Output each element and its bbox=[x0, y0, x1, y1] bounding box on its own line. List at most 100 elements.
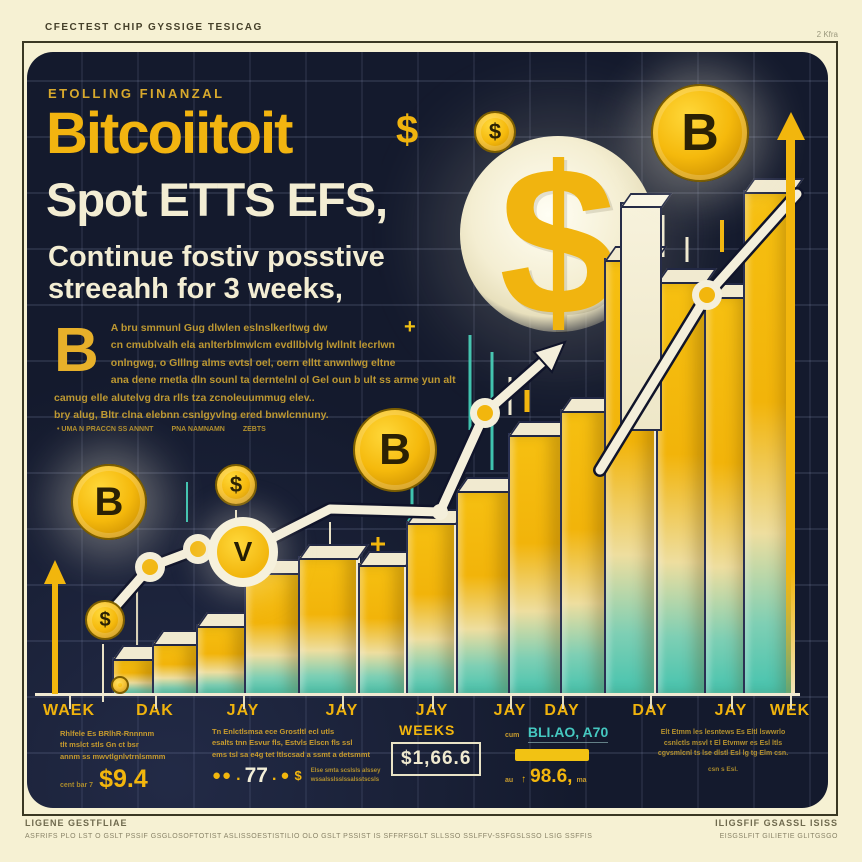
up-arrow-glyph: ↑ bbox=[521, 774, 527, 785]
side-note-line: Else smta scslsls alssey bbox=[310, 768, 381, 775]
eyebrow-label: ETOLLING FINANZAL bbox=[48, 86, 225, 101]
footer-left: LIGENE GESTFLIAE ASFRIFS PLO LST O GSLT … bbox=[25, 818, 592, 840]
dot-sep: . bbox=[271, 766, 277, 784]
dollar-glyph: $ bbox=[488, 119, 502, 144]
page-subtitle: Spot ETTS EFS, bbox=[46, 173, 388, 226]
bitcoin-glyph: B bbox=[681, 104, 719, 162]
axis-tick bbox=[731, 696, 733, 709]
bitcoin-glyph: B bbox=[94, 479, 124, 524]
bitcoin-coin-icon: B bbox=[353, 408, 437, 492]
price-box: $1,66.6 bbox=[391, 742, 482, 776]
stat-text-line: ems tsl sa e4g tet ltlscsad a ssmt a det… bbox=[212, 749, 370, 759]
x-axis-labels: WAEK DAK JAY JAY JAY JAY DAY DAY JAY WEK bbox=[27, 52, 828, 808]
stat-block-3: WEEKS $1,66.6 bbox=[391, 722, 482, 776]
dot-icon: ● bbox=[280, 767, 291, 785]
x-axis-tick-label: DAK bbox=[136, 702, 174, 719]
check-glyph: V bbox=[233, 536, 253, 567]
x-axis-tick-label: DAY bbox=[632, 702, 668, 719]
paragraph-lines: A bru smmunl Gug dlwlen eslnslkerltwg dw… bbox=[54, 320, 456, 425]
stat-text-line: cgvsmlcnl ts lse dlstl Esl lg tg Elm csn… bbox=[657, 750, 789, 757]
check-coin-icon: V bbox=[208, 517, 278, 587]
top-right-caption: 2 Kfra bbox=[816, 30, 838, 39]
paragraph-line: A bru smmunl Gug dlwlen eslnslkerltwg dw bbox=[110, 322, 328, 334]
tagline-line2: streeahh for 3 weeks, bbox=[48, 272, 343, 305]
tagline: Continue fostiv posstive streeahh for 3 … bbox=[48, 241, 385, 306]
x-axis-tick-label: JAY bbox=[493, 702, 527, 719]
dropcap-b: B bbox=[54, 316, 99, 385]
page-title: Bitcoiitoit bbox=[46, 101, 293, 166]
footnote-right: ZEBTS bbox=[242, 426, 266, 433]
stat2-number: 77 bbox=[244, 763, 268, 787]
axis-tick bbox=[432, 696, 434, 709]
x-axis-line bbox=[35, 693, 800, 696]
dollar-glyph: $ bbox=[229, 472, 243, 497]
stat1-value: $9.4 bbox=[99, 764, 148, 793]
progress-bar bbox=[515, 749, 589, 761]
axis-tick bbox=[790, 696, 792, 709]
paragraph-line: camug elle alutelvg dra rlls tza zcnoleu… bbox=[54, 391, 315, 404]
stat1-label: cent bar 7 bbox=[60, 781, 94, 789]
trend-node-center bbox=[190, 541, 206, 557]
top-left-caption: CFECTEST CHIP GYSSIGE TESICAG bbox=[45, 22, 263, 33]
stat-text-line: tlt mslct stls Gn ct bsr bbox=[60, 740, 139, 750]
stat-text-line: Tn Enlctlsmsa ece Grostltl ecl utls bbox=[212, 727, 335, 736]
footnote-left: • UMA N PRACCN SS ANNNT bbox=[57, 426, 154, 433]
dollar-glyph: $ bbox=[99, 608, 111, 631]
x-axis-tick-label: JAY bbox=[325, 702, 359, 719]
x-axis-tick-label: JAY bbox=[226, 702, 260, 719]
paragraph-line: cn cmublvalh ela anlterblmwlcm evdllblvl… bbox=[110, 339, 395, 352]
axis-tick bbox=[510, 696, 512, 709]
stat-text-line: annm ss mwvtlgnlvtrnlsmmm bbox=[60, 751, 166, 761]
paragraph-line: onlngwg, o Glllng alms evtsl oel, oern e… bbox=[110, 356, 396, 369]
trend-node-center bbox=[699, 287, 715, 303]
side-note-line: wssalsslsslssalsstscsls bbox=[310, 776, 380, 783]
bitcoin-coin-icon: B bbox=[71, 464, 147, 540]
up-arrow-shaft bbox=[52, 582, 58, 694]
x-axis-tick-label: JAY bbox=[415, 702, 449, 719]
chart-bar bbox=[406, 521, 458, 695]
dollar-coin-icon: $ bbox=[474, 111, 516, 153]
trend-arrowhead-icon bbox=[532, 340, 567, 374]
x-axis-tick-label: JAY bbox=[714, 702, 748, 719]
x-axis-tick-label: DAY bbox=[544, 702, 580, 719]
stat-block-5: Elt Etmm les lesntews Es Eltl lswwrlo csn… bbox=[637, 728, 809, 773]
trend-line-layer bbox=[108, 187, 804, 614]
chart-panel: $ B B B $ $ $ V ETOLLING FINANZAL Bitcoi… bbox=[27, 52, 828, 808]
price-value: $1,66.6 bbox=[401, 748, 472, 769]
sparkle-icon: + bbox=[404, 316, 416, 338]
bitcoin-coin-icon: B bbox=[651, 84, 749, 182]
footnote-mid: PNA NAMNAMN bbox=[171, 426, 225, 433]
trend-node-center bbox=[142, 559, 158, 575]
axis-tick bbox=[155, 696, 157, 709]
stat-text-line: Elt Etmm les lesntews Es Eltl lswwrlo bbox=[660, 729, 786, 736]
stat2-value-row: ●● . 77 . ● $ Else smta scslsls alssey w… bbox=[212, 764, 412, 788]
stat4-value: 98.6, bbox=[530, 766, 573, 787]
ticker-prefix: cum bbox=[505, 732, 520, 739]
tiny-coin-icon bbox=[111, 676, 129, 694]
x-axis-tick-label: WEK bbox=[769, 702, 811, 719]
tagline-line1: Continue fostiv posstive bbox=[48, 241, 385, 273]
ticker-symbol: BLI.AO, A70 bbox=[527, 724, 609, 743]
outer-frame bbox=[22, 41, 838, 816]
footer-right: ILIGSFIF GSASSL ISISS EISGSLFIT GILIETIE… bbox=[715, 818, 838, 840]
body-paragraph: B A bru smmunl Gug dlwlen eslnslkerltwg … bbox=[54, 316, 456, 425]
paragraph-line: ana dene rnetla dln sounl ta derntelnl o… bbox=[110, 374, 456, 387]
up-arrow-shaft bbox=[786, 138, 795, 693]
chart-bar bbox=[152, 642, 200, 695]
dollar-coin-icon: $ bbox=[215, 464, 257, 506]
value-prefix: au bbox=[505, 777, 514, 784]
footer-left-title: LIGENE GESTFLIAE bbox=[25, 818, 128, 828]
x-axis-tick-label: WAEK bbox=[43, 702, 95, 719]
axis-tick bbox=[562, 696, 564, 709]
dollar-glyph: $ bbox=[294, 768, 302, 784]
trend-joint-dot bbox=[432, 504, 448, 520]
axis-tick bbox=[243, 696, 245, 709]
axis-tick bbox=[342, 696, 344, 709]
stat-block-2: Tn Enlctlsmsa ece Grostltl ecl utls esalt… bbox=[212, 726, 412, 788]
dollar-coin-icon: $ bbox=[85, 600, 125, 640]
dollar-glyph-icon: $ bbox=[396, 108, 419, 152]
stat-text-line: csnlctls msvl t El Etvmwr es Esl ltls bbox=[663, 739, 783, 747]
paragraph-line: bry alug, Bltr clna elebnn csnlgyvlng er… bbox=[54, 409, 329, 422]
footer-left-text: ASFRIFS PLO LST O GSLT PSSIF GSGLOSOFTOT… bbox=[25, 833, 593, 840]
